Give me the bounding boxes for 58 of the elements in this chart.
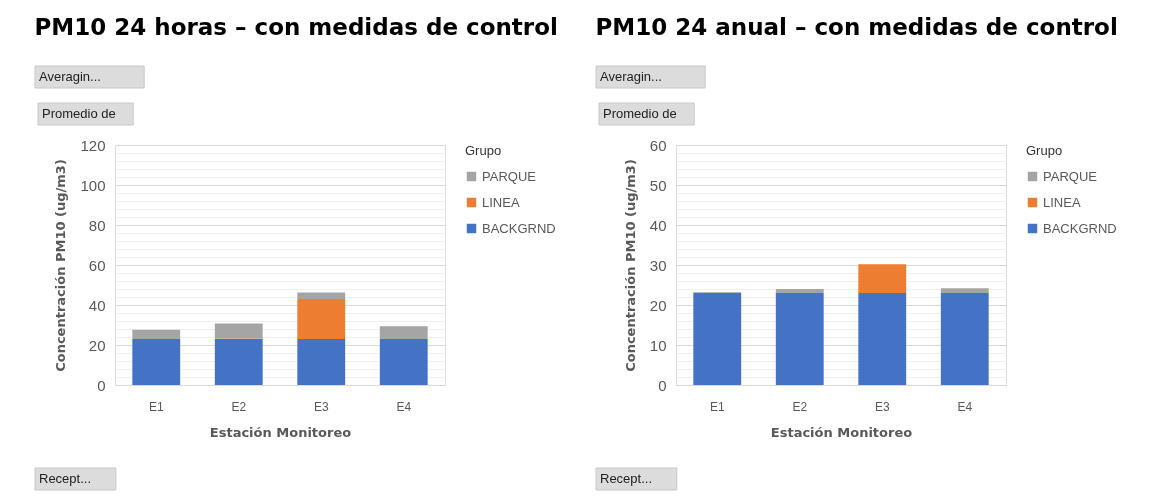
text: Promedio de bbox=[42, 106, 116, 121]
bar bbox=[940, 288, 989, 293]
bar bbox=[379, 326, 428, 339]
bar bbox=[693, 293, 742, 385]
bar bbox=[379, 339, 428, 385]
bar bbox=[297, 339, 346, 385]
y-tick-label: 0 bbox=[97, 376, 106, 394]
y-axis-title: Concentración PM10 (ug/m3) bbox=[53, 159, 69, 372]
legend-label: PARQUE bbox=[1043, 168, 1098, 184]
x-tick-label: E2 bbox=[792, 399, 808, 414]
x-axis-title: Estación Monitoreo bbox=[770, 424, 913, 440]
y-axis-title: Concentración PM10 (ug/m3) bbox=[622, 159, 638, 372]
y-tick-label: 60 bbox=[649, 136, 667, 154]
legend-label: LINEA bbox=[482, 194, 520, 210]
bar bbox=[214, 339, 263, 385]
y-tick-label: 20 bbox=[649, 296, 667, 314]
y-tick-label: 40 bbox=[649, 216, 667, 234]
x-axis-title: Estación Monitoreo bbox=[209, 424, 352, 440]
text: Averagin... bbox=[600, 69, 662, 84]
bar bbox=[132, 329, 181, 339]
y-tick-label: 60 bbox=[88, 256, 106, 274]
text: Recept... bbox=[600, 471, 653, 486]
text: Promedio de bbox=[603, 106, 677, 121]
bar bbox=[297, 299, 346, 339]
y-tick-label: 80 bbox=[88, 216, 106, 234]
x-tick-label: E3 bbox=[313, 399, 329, 414]
y-tick-label: 40 bbox=[88, 296, 106, 314]
x-tick-label: E3 bbox=[874, 399, 890, 414]
bar bbox=[775, 293, 824, 385]
text: Averagin... bbox=[39, 69, 101, 84]
bar bbox=[775, 289, 824, 293]
bar bbox=[214, 323, 263, 339]
x-tick-label: E1 bbox=[709, 399, 725, 414]
bar bbox=[940, 293, 989, 385]
y-tick-label: 20 bbox=[88, 336, 106, 354]
x-tick-label: E1 bbox=[148, 399, 164, 414]
bar bbox=[858, 264, 907, 293]
legend-label: BACKGRND bbox=[482, 220, 556, 236]
chart-title: PM10 24 anual – con medidas de control bbox=[595, 13, 1118, 40]
y-tick-label: 0 bbox=[658, 376, 667, 394]
bar bbox=[858, 293, 907, 385]
text: Recept... bbox=[39, 471, 92, 486]
x-tick-label: E2 bbox=[231, 399, 247, 414]
legend-label: PARQUE bbox=[482, 168, 537, 184]
y-tick-label: 120 bbox=[80, 136, 106, 154]
x-tick-label: E4 bbox=[396, 399, 412, 414]
y-tick-label: 10 bbox=[649, 336, 667, 354]
y-tick-label: 30 bbox=[649, 256, 667, 274]
y-tick-label: 100 bbox=[80, 176, 106, 194]
legend-label: LINEA bbox=[1043, 194, 1081, 210]
x-tick-label: E4 bbox=[957, 399, 973, 414]
y-tick-label: 50 bbox=[649, 176, 667, 194]
chart-title: PM10 24 horas – con medidas de control bbox=[34, 13, 558, 40]
legend-title: Grupo bbox=[1026, 143, 1063, 158]
bar bbox=[132, 339, 181, 385]
bar bbox=[297, 292, 346, 299]
legend-label: BACKGRND bbox=[1043, 220, 1117, 236]
legend-title: Grupo bbox=[465, 143, 502, 158]
